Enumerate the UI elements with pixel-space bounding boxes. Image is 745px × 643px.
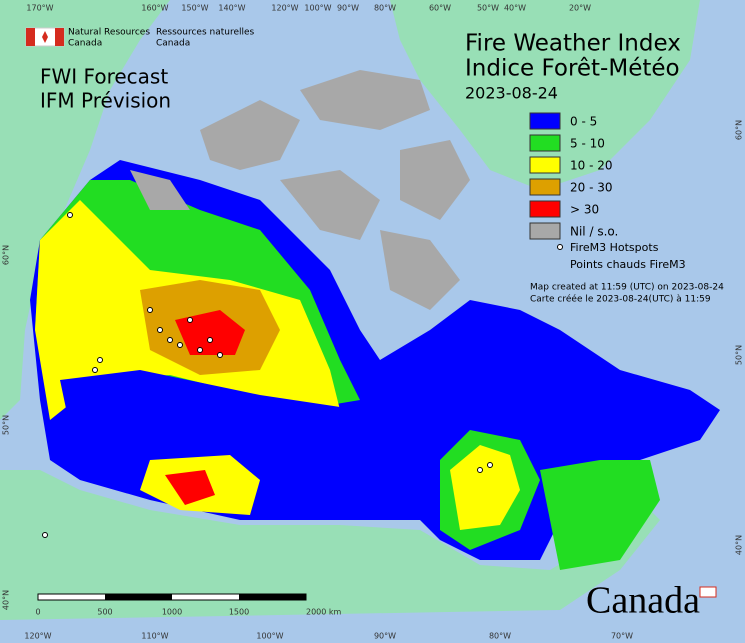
legend-swatch: [529, 222, 561, 240]
scale-label: 2000 km: [306, 608, 342, 617]
graticule-label: 90°W: [337, 4, 359, 13]
date: 2023-08-24: [465, 84, 558, 103]
subtitle: IFM Prévision: [40, 89, 171, 113]
agency: Canada: [68, 39, 102, 49]
logo: [25, 27, 65, 47]
agency: Ressources naturelles: [156, 28, 255, 38]
graticule-label: 40°N: [2, 590, 11, 610]
scale-label: 0: [35, 608, 40, 617]
legend-swatch: [529, 156, 561, 174]
graticule-label: 100°W: [256, 632, 283, 641]
graticule-label: 110°W: [141, 632, 168, 641]
neighbour-land: [0, 0, 700, 620]
graticule-label: 50°W: [477, 4, 499, 13]
graticule-label: 40°W: [504, 4, 526, 13]
graticule-label: 40°N: [735, 535, 744, 555]
note: Carte créée le 2023-08-24(UTC) à 11:59: [530, 294, 711, 305]
graticule-label: 120°W: [24, 632, 51, 641]
agency: Natural Resources: [68, 28, 150, 38]
graticule-label: 20°W: [569, 4, 591, 13]
graticule-label: 60°N: [2, 245, 11, 265]
graticule-label: 90°W: [374, 632, 396, 641]
legend-swatch: [529, 134, 561, 152]
legend-label: 5 - 10: [570, 137, 605, 151]
hotspots: [42, 212, 493, 538]
legend-label: 0 - 5: [570, 115, 597, 129]
wordmark: Canada: [586, 580, 700, 622]
scale-label: 500: [97, 608, 112, 617]
legend-label: > 30: [570, 203, 599, 217]
graticule-label: 160°W: [141, 4, 168, 13]
legend-label: 10 - 20: [570, 159, 613, 173]
agency: Canada: [156, 39, 190, 49]
title: Fire Weather Index: [465, 31, 681, 57]
graticule-label: 80°W: [374, 4, 396, 13]
note: Map created at 11:59 (UTC) on 2023-08-24: [530, 283, 724, 293]
graticule-label: 80°W: [489, 632, 511, 641]
title: Indice Forêt-Météo: [465, 56, 680, 82]
graticule-label: 120°W: [271, 4, 298, 13]
graticule-label: 170°W: [26, 4, 53, 13]
legend-swatch: [529, 178, 561, 196]
graticule-label: 70°W: [611, 632, 633, 641]
legend-swatch: [529, 112, 561, 130]
graticule-label: 60°W: [429, 4, 451, 13]
legend-label: FireM3 Hotspots: [570, 241, 659, 254]
legend-label: Points chauds FireM3: [570, 258, 686, 271]
graticule-label: 150°W: [181, 4, 208, 13]
scale-bar: [37, 593, 307, 601]
scale-label: 1000: [162, 608, 182, 617]
legend-label: Nil / s.o.: [570, 225, 618, 239]
scale-label: 1500: [229, 608, 249, 617]
subtitle: FWI Forecast: [40, 65, 168, 89]
flag: [699, 586, 717, 598]
hotspot-symbol: [557, 244, 563, 250]
canada-land: [30, 160, 720, 570]
legend-label: 20 - 30: [570, 181, 613, 195]
legend-swatch: [529, 200, 561, 218]
graticule-label: 60°N: [735, 120, 744, 140]
graticule-label: 50°N: [735, 345, 744, 365]
graticule-label: 100°W: [304, 4, 331, 13]
graticule-label: 140°W: [218, 4, 245, 13]
arctic-nil: [130, 70, 470, 310]
graticule-label: 50°N: [2, 415, 11, 435]
